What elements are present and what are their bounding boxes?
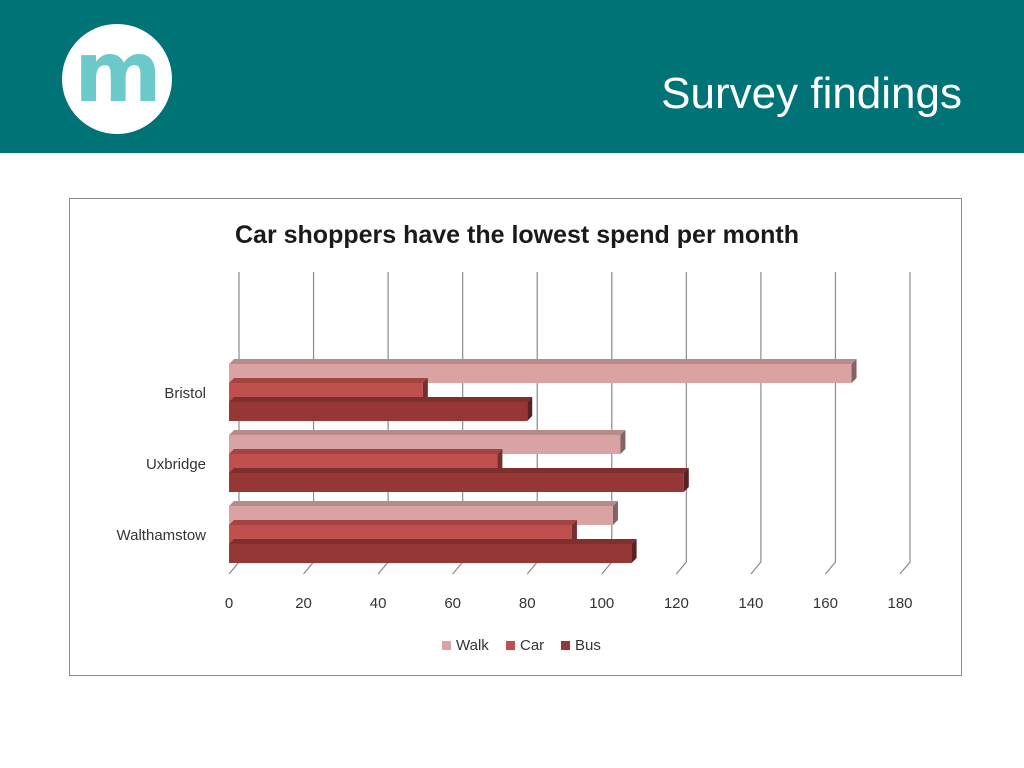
- gridline: [824, 272, 837, 575]
- category-label: Bristol: [164, 385, 206, 402]
- logo: m: [62, 24, 172, 134]
- category-label: Walthamstow: [117, 527, 207, 544]
- x-tick-label: 160: [813, 595, 838, 612]
- legend-swatch: [561, 641, 570, 650]
- x-tick-label: 100: [589, 595, 614, 612]
- legend-item: Car: [506, 637, 544, 654]
- logo-letter: m: [74, 23, 162, 121]
- chart-frame: Car shoppers have the lowest spend per m…: [69, 198, 962, 676]
- gridline: [675, 272, 687, 575]
- bar: [229, 468, 689, 492]
- legend-item: Bus: [561, 637, 601, 654]
- x-tick-label: 80: [519, 595, 536, 612]
- legend: Walk Car Bus: [442, 637, 601, 654]
- slide-title: Survey findings: [661, 69, 962, 118]
- x-tick-label: 20: [295, 595, 312, 612]
- chart-title: Car shoppers have the lowest spend per m…: [235, 221, 799, 249]
- slide-header: m Survey findings: [0, 0, 1024, 153]
- x-tick-label: 120: [664, 595, 689, 612]
- legend-item: Walk: [442, 637, 489, 654]
- gridline: [750, 272, 762, 575]
- legend-swatch: [442, 641, 451, 650]
- x-tick-label: 40: [370, 595, 387, 612]
- bar: [229, 397, 533, 421]
- x-tick-label: 0: [225, 595, 233, 612]
- gridline: [899, 272, 911, 575]
- x-tick-label: 180: [887, 595, 912, 612]
- chart: Car shoppers have the lowest spend per m…: [117, 221, 913, 654]
- bars: [229, 359, 857, 563]
- bar: [229, 539, 637, 563]
- gridline: [601, 272, 613, 575]
- legend-swatch: [506, 641, 515, 650]
- x-tick-label: 140: [738, 595, 763, 612]
- x-tick-labels: 0 20 40 60 80 100 120 140 160 180: [225, 595, 913, 612]
- legend-label: Bus: [575, 637, 601, 654]
- x-tick-label: 60: [444, 595, 461, 612]
- legend-label: Walk: [456, 637, 489, 654]
- category-label: Uxbridge: [146, 456, 206, 473]
- legend-label: Car: [520, 637, 544, 654]
- category-labels: Bristol Uxbridge Walthamstow: [117, 385, 207, 544]
